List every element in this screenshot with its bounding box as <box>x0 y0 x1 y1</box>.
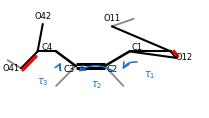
Text: $\tau_1$: $\tau_1$ <box>144 69 156 81</box>
Text: O11: O11 <box>103 14 121 23</box>
Text: C2: C2 <box>106 65 117 74</box>
Text: O41: O41 <box>3 64 20 73</box>
Text: C3: C3 <box>63 65 75 74</box>
Text: C1: C1 <box>132 43 143 52</box>
Text: O42: O42 <box>34 12 51 21</box>
Text: O12: O12 <box>175 53 192 62</box>
Text: $\tau_3$: $\tau_3$ <box>37 76 48 88</box>
Text: C4: C4 <box>42 43 53 52</box>
Text: $\tau_2$: $\tau_2$ <box>91 79 102 91</box>
